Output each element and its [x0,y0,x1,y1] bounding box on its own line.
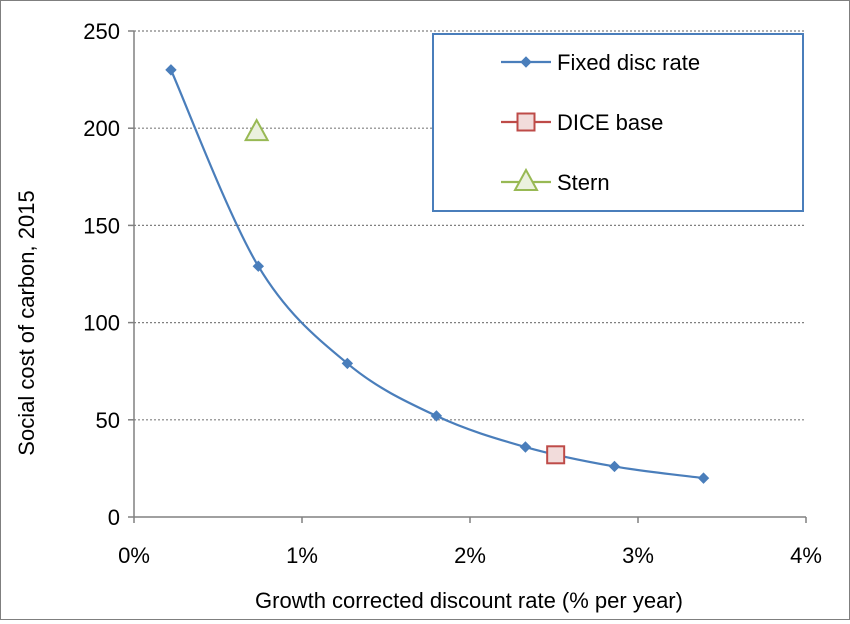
legend-label: Stern [557,170,610,195]
data-point-diamond [165,64,177,76]
axes [128,30,807,523]
data-point-diamond [608,460,621,473]
legend-marker-triangle [513,167,539,191]
legend-marker-diamond [520,56,532,68]
x-tick-label: 4% [790,543,822,568]
tick-labels: 0 50 100 150 200 250 0% 1% 2% 3% 4% [83,19,822,568]
y-tick-label: 100 [83,311,120,336]
series-layer [165,64,710,484]
data-point-diamond [519,441,532,453]
x-axis-title: Growth corrected discount rate (% per ye… [255,588,683,613]
y-tick-label: 0 [108,505,120,530]
legend-marker-square [516,112,536,132]
x-tick-label: 3% [622,543,654,568]
x-tick-label: 1% [286,543,318,568]
data-point-diamond [697,472,710,484]
y-tick-label: 200 [83,116,120,141]
y-tick-label: 150 [83,213,120,238]
legend-label: DICE base [557,110,663,135]
legend-box [432,33,804,212]
legend: Fixed disc rate DICE base Stern [432,33,804,212]
data-point-diamond [341,357,354,370]
y-tick-label: 50 [96,408,120,433]
data-point-diamond [430,410,443,422]
y-axis-title: Social cost of carbon, 2015 [14,190,39,455]
legend-label: Fixed disc rate [557,50,700,75]
data-point-triangle [243,118,270,142]
x-tick-label: 0% [118,543,150,568]
y-tick-label: 250 [83,19,120,44]
data-point-diamond [252,260,265,272]
x-tick-label: 2% [454,543,486,568]
data-point-square [546,445,566,465]
